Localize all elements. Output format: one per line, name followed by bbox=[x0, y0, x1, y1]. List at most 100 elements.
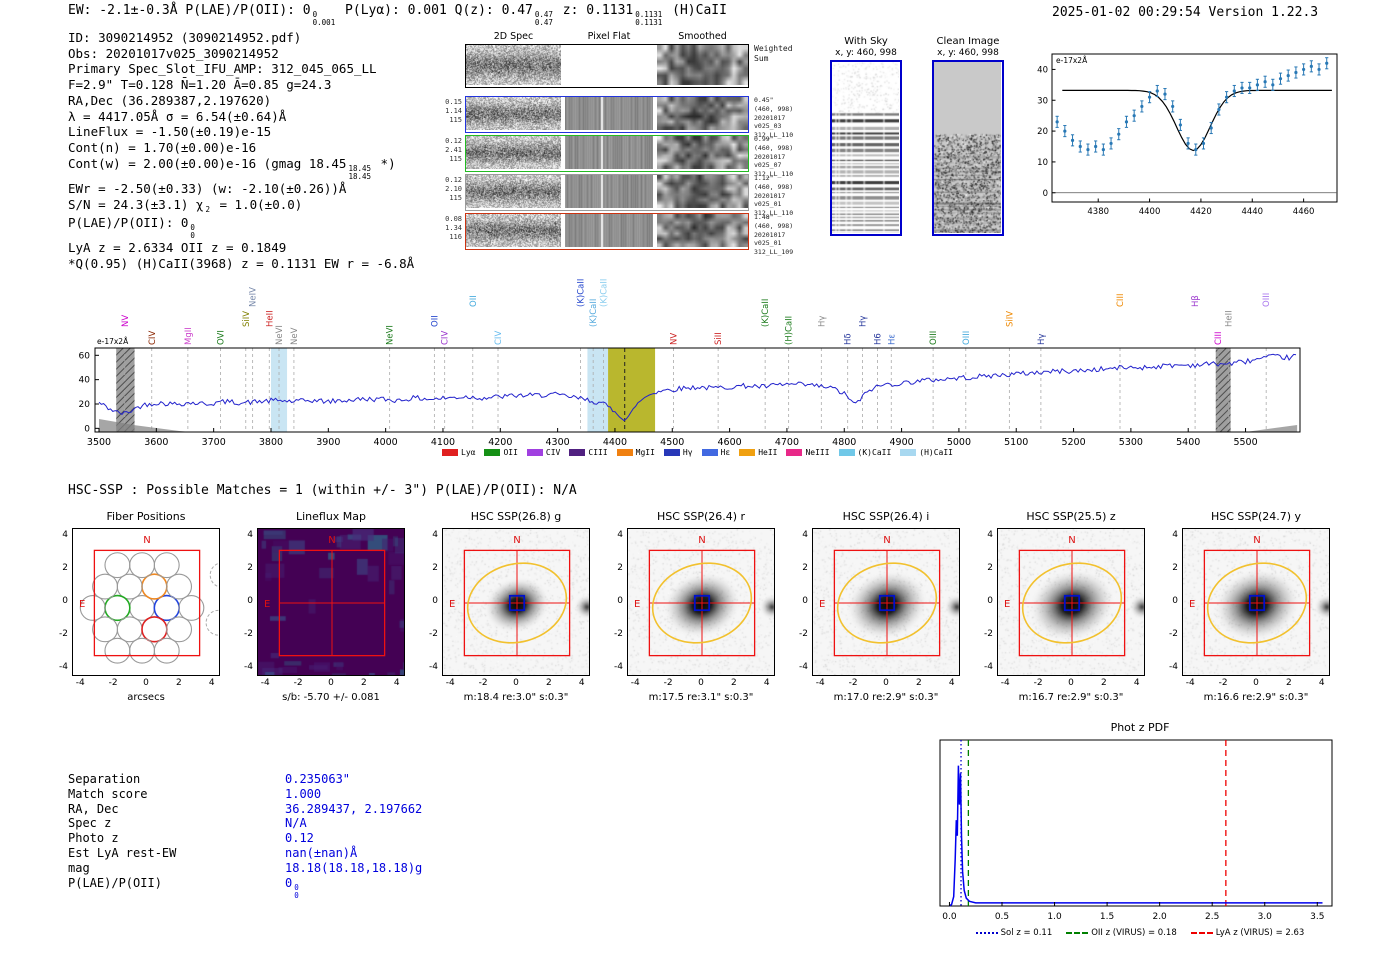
fiber-circle bbox=[104, 594, 131, 622]
data-point bbox=[1248, 86, 1252, 90]
panel-title: Fiber Positions bbox=[106, 510, 186, 523]
emission-line-label: NV bbox=[121, 315, 131, 327]
x-tick-label: 2.5 bbox=[1205, 912, 1219, 922]
legend-item: OII bbox=[484, 448, 518, 457]
x-tick-label: 3.0 bbox=[1258, 912, 1273, 922]
match-field-value: 0.235063" bbox=[285, 772, 351, 786]
text-segment: LineFlux = -1.50(±0.19)e-15 bbox=[68, 124, 272, 140]
panel-y-tick-label: -4 bbox=[244, 661, 253, 672]
x-tick-label: 1.5 bbox=[1100, 912, 1114, 922]
emission-line-label: (H)CaII bbox=[785, 316, 795, 345]
text-segment: (H)CaII bbox=[664, 3, 727, 18]
legend-item: MgII bbox=[616, 448, 655, 457]
2d-spec-image bbox=[466, 45, 561, 85]
compass-north-label: N bbox=[1068, 535, 1075, 546]
legend-item: HeII bbox=[739, 448, 777, 457]
data-point bbox=[1286, 73, 1290, 78]
legend-label: HeII bbox=[758, 448, 778, 457]
panel-y-tick-label: -2 bbox=[984, 628, 993, 639]
meta-line: 20201017 bbox=[754, 230, 786, 239]
data-point bbox=[1186, 141, 1190, 146]
panel-x-tick-label: 4 bbox=[1318, 678, 1325, 688]
lineflux-map-image bbox=[258, 529, 404, 675]
legend-label: CIII bbox=[588, 448, 608, 457]
aperture-ellipse bbox=[651, 562, 753, 644]
panel-y-tick-label: 2 bbox=[1172, 563, 1178, 574]
with-sky-image bbox=[832, 62, 899, 233]
legend-swatch bbox=[484, 449, 501, 456]
gaussian-fit-line bbox=[1062, 89, 1332, 152]
emission-line-label: (K)CaII bbox=[599, 279, 609, 307]
meta-line: 1.48" bbox=[754, 213, 774, 221]
data-point bbox=[1094, 144, 1098, 149]
compass-north-label: N bbox=[328, 535, 335, 546]
smoothed-image bbox=[657, 45, 748, 85]
full-spectrum-chart: 0 20 40 60 3500 3600 3700 3800 3900 4000 4100 4200 4… bbox=[79, 279, 1301, 448]
legend-label: MgII bbox=[635, 448, 655, 457]
data-point bbox=[1101, 147, 1105, 152]
emission-line-legend: Lyα OII CIV CIII MgII Hγ Hε HeII NeIII (K)CaII (H)… bbox=[95, 448, 1300, 457]
stack-part: 0 bbox=[190, 222, 195, 232]
data-point bbox=[1201, 141, 1206, 146]
photz-title: Phot z PDF bbox=[1110, 721, 1170, 734]
text-segment: λ = 4417.05Å σ = 6.54(±0.64)Å bbox=[68, 108, 287, 124]
emission-line-label: (K)CaII bbox=[577, 279, 587, 307]
weight-value: 0.12 bbox=[445, 137, 462, 145]
panel-x-tick-label: 4 bbox=[208, 678, 215, 688]
spec2d-col-header-smoothed: Smoothed bbox=[678, 31, 727, 42]
compass-north-label: N bbox=[698, 535, 705, 546]
info-line: Obs: 20201017v025_3090214952 bbox=[68, 46, 414, 62]
pixel-flat-image bbox=[565, 45, 653, 85]
centroid-square bbox=[878, 594, 896, 612]
stack-part: 0.47 bbox=[534, 10, 553, 19]
panel-overlay: NE bbox=[819, 535, 941, 657]
compass-east-label: E bbox=[819, 599, 825, 610]
panel-overlay: NE bbox=[79, 535, 219, 664]
emission-line-label: OIII bbox=[1262, 293, 1272, 307]
pdf-curve bbox=[949, 765, 1323, 907]
match-field-value: 18.18(18.18,18.18)g bbox=[285, 860, 423, 875]
data-point bbox=[1217, 107, 1221, 112]
panel-x-tick-label: -2 bbox=[108, 678, 118, 688]
x-tick-label: 4420 bbox=[1190, 207, 1212, 217]
match-row: Separation 0.235063" bbox=[68, 772, 422, 787]
data-point bbox=[1070, 138, 1075, 142]
catalog-match-table: Separation 0.235063" Match score 1.000 RA, D… bbox=[68, 772, 423, 900]
x-tick-label: 2.0 bbox=[1152, 912, 1167, 922]
panel-x-tick-label: 2 bbox=[361, 678, 367, 688]
plot-frame bbox=[94, 347, 1301, 433]
sup-sub-stack: 2 bbox=[205, 205, 210, 214]
panel-y-tick-label: -4 bbox=[429, 661, 438, 672]
panel-x-tick-label: 2 bbox=[1286, 678, 1292, 688]
aperture-ellipse bbox=[466, 562, 568, 644]
meta-line: (460, 998) bbox=[754, 221, 794, 230]
panel-x-tick-label: -4 bbox=[630, 678, 640, 688]
panel-x-tick-label: 0 bbox=[143, 678, 149, 688]
data-point bbox=[1109, 141, 1113, 146]
panel-y-tick-label: 2 bbox=[432, 563, 438, 574]
compass-north-label: N bbox=[1253, 535, 1260, 546]
panel-y-tick-label: 0 bbox=[1172, 596, 1178, 606]
data-point bbox=[1063, 129, 1067, 133]
compass-north-label: N bbox=[883, 535, 890, 546]
match-row: Match score 1.000 bbox=[68, 787, 422, 802]
panel-overlay: NE bbox=[264, 535, 386, 657]
panel-x-tick-label: 0 bbox=[1253, 678, 1259, 688]
fiber-circle bbox=[178, 594, 205, 621]
text-segment: EWr = -2.50(±0.33) (w: -2.10(±0.26))Å bbox=[68, 181, 347, 197]
panel-x-tick-label: -2 bbox=[848, 678, 858, 688]
panel-y-tick-label: -4 bbox=[799, 661, 808, 672]
panel-y-tick-label: 4 bbox=[62, 530, 68, 541]
panel-x-tick-label: -2 bbox=[293, 678, 303, 688]
emission-line-label: Hδ bbox=[844, 333, 854, 345]
x-tick-label: 5000 bbox=[947, 437, 971, 448]
panel-x-tick-label: 0 bbox=[698, 678, 704, 688]
x-tick-label: 4800 bbox=[832, 437, 856, 448]
data-point bbox=[1078, 144, 1082, 149]
highlight-band-blue bbox=[587, 348, 609, 432]
data-point bbox=[1317, 67, 1321, 72]
data-point bbox=[1302, 67, 1306, 72]
sup-sub-stack: 0 0.001 bbox=[313, 10, 336, 28]
